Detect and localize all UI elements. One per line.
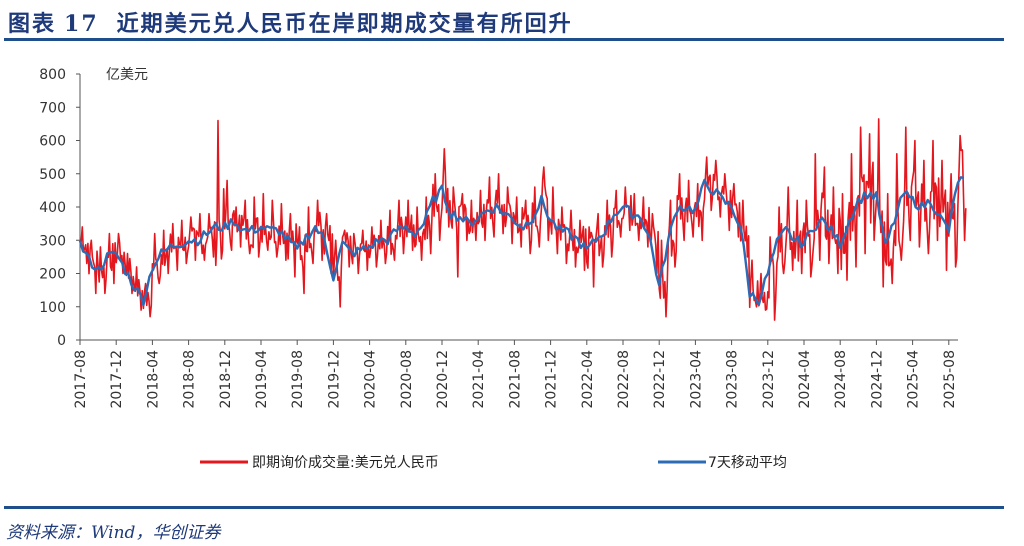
y-tick-label: 700 — [39, 100, 66, 116]
x-tick-label: 2022-04 — [580, 350, 596, 409]
series-line-7day-ma — [78, 176, 965, 307]
x-tick-label: 2017-08 — [73, 350, 89, 409]
x-tick-label: 2020-12 — [435, 350, 451, 409]
x-tick-label: 2023-04 — [688, 350, 704, 409]
x-tick-label: 2022-08 — [616, 350, 632, 409]
bottom-divider — [4, 506, 1004, 509]
x-tick-label: 2019-04 — [254, 350, 270, 409]
x-tick-label: 2021-04 — [471, 350, 487, 409]
y-tick-label: 800 — [39, 67, 66, 83]
x-tick-label: 2025-04 — [906, 350, 922, 409]
series-line-spot-volume — [79, 118, 967, 321]
x-tick-label: 2019-12 — [326, 350, 342, 409]
x-tick-label: 2024-04 — [797, 350, 813, 409]
x-tick-label: 2021-08 — [507, 350, 523, 409]
x-tick-label: 2023-12 — [761, 350, 777, 409]
legend-label-ma: 7天移动平均 — [708, 455, 787, 471]
x-tick-label: 2024-12 — [869, 350, 885, 409]
x-tick-label: 2024-08 — [833, 350, 849, 409]
x-tick-label: 2017-12 — [109, 350, 125, 409]
y-tick-label: 0 — [57, 333, 66, 349]
x-tick-label: 2019-08 — [290, 350, 306, 409]
x-tick-label: 2018-12 — [218, 350, 234, 409]
figure-label: 图表 — [8, 11, 57, 37]
y-tick-label: 600 — [39, 134, 66, 150]
y-tick-label: 500 — [39, 167, 66, 183]
chart-title: 图表 17 近期美元兑人民币在岸即期成交量有所回升 — [8, 6, 573, 38]
x-tick-label: 2018-04 — [145, 350, 161, 409]
figure-number: 17 — [64, 11, 99, 37]
x-tick-label: 2025-08 — [942, 350, 958, 409]
y-tick-label: 300 — [39, 233, 66, 249]
unit-label: 亿美元 — [106, 67, 148, 83]
x-tick-label: 2021-12 — [544, 350, 560, 409]
y-tick-label: 400 — [39, 200, 66, 216]
legend: 即期询价成交量:美元兑人民币 7天移动平均 — [200, 454, 787, 471]
y-tick-label: 100 — [39, 300, 66, 316]
x-tick-label: 2020-08 — [399, 350, 415, 409]
x-tick-label: 2022-12 — [652, 350, 668, 409]
legend-label-spot: 即期询价成交量:美元兑人民币 — [252, 454, 439, 471]
top-divider — [4, 38, 1004, 41]
y-tick-label: 200 — [39, 267, 66, 283]
source-note: 资料来源：Wind，华创证券 — [6, 523, 221, 543]
x-tick-label: 2023-08 — [725, 350, 741, 409]
figure-title: 近期美元兑人民币在岸即期成交量有所回升 — [116, 11, 573, 37]
x-tick-label: 2020-04 — [363, 350, 379, 409]
x-tick-label: 2018-08 — [182, 350, 198, 409]
